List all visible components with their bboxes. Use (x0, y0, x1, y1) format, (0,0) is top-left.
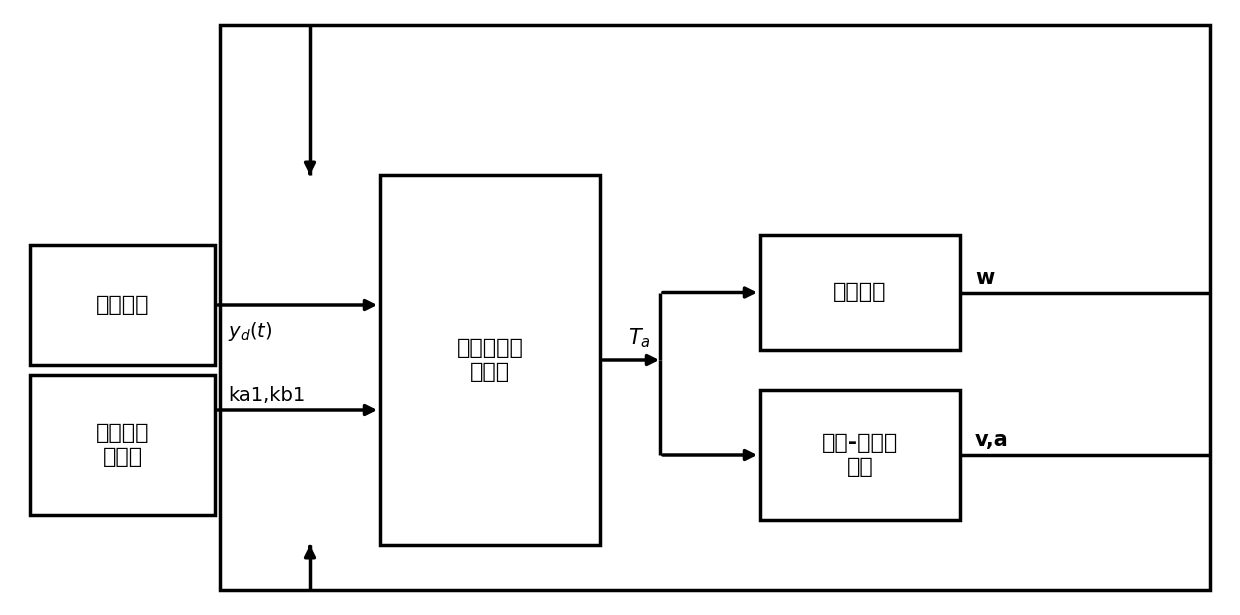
Bar (30, 245, 215, 365)
Text: w: w (975, 268, 994, 287)
Bar (760, 235, 960, 350)
Bar (760, 390, 960, 520)
Text: 速度-加速度
模型: 速度-加速度 模型 (822, 434, 898, 477)
Text: 加速度约
束界限: 加速度约 束界限 (95, 423, 149, 467)
Text: $y_d(t)$: $y_d(t)$ (228, 320, 273, 343)
Bar (30, 375, 215, 515)
Text: 车辆模型: 车辆模型 (833, 282, 887, 303)
Bar (219, 25, 1210, 590)
Text: ka1,kb1: ka1,kb1 (228, 386, 305, 405)
Text: v,a: v,a (975, 430, 1009, 450)
Bar (379, 175, 600, 545)
Text: $T_a$: $T_a$ (627, 327, 651, 350)
Text: 加速度约束
控制器: 加速度约束 控制器 (456, 338, 523, 381)
Text: 期望速度: 期望速度 (95, 295, 149, 315)
